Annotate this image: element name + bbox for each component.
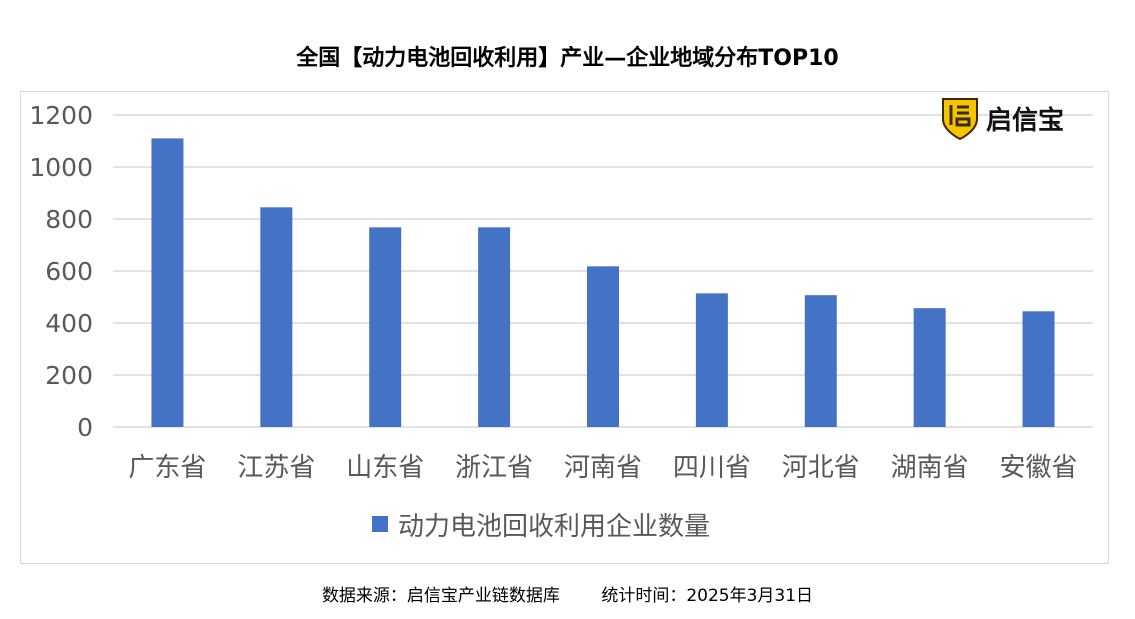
y-tick-label: 400 bbox=[45, 309, 93, 338]
y-tick-label: 200 bbox=[45, 361, 93, 390]
chart-title: 全国【动力电池回收利用】产业—企业地域分布TOP10 bbox=[296, 46, 839, 71]
bar bbox=[260, 207, 293, 427]
x-tick-label: 河北省 bbox=[782, 453, 860, 483]
stat-date: 统计时间：2025年3月31日 bbox=[601, 586, 814, 606]
bar bbox=[695, 293, 728, 427]
legend-label: 动力电池回收利用企业数量 bbox=[398, 512, 710, 542]
legend-swatch bbox=[372, 516, 388, 532]
y-tick-label: 1200 bbox=[29, 101, 93, 130]
x-tick-label: 山东省 bbox=[346, 453, 424, 483]
x-tick-label: 湖南省 bbox=[891, 453, 969, 483]
logo-text: 启信宝 bbox=[986, 105, 1065, 136]
bar bbox=[151, 138, 184, 427]
x-tick-label: 四川省 bbox=[673, 453, 751, 483]
bar bbox=[913, 308, 946, 427]
bar bbox=[369, 227, 402, 427]
bar bbox=[478, 227, 511, 427]
y-tick-label: 800 bbox=[45, 205, 93, 234]
x-tick-label: 浙江省 bbox=[455, 453, 533, 483]
shield-logo-icon bbox=[942, 98, 978, 141]
y-tick-label: 600 bbox=[45, 257, 93, 286]
chart-frame bbox=[20, 91, 1109, 564]
bar bbox=[1022, 311, 1055, 427]
data-source: 数据来源：启信宝产业链数据库 bbox=[321, 586, 560, 606]
y-tick-label: 1000 bbox=[29, 153, 93, 182]
x-tick-label: 河南省 bbox=[564, 453, 642, 483]
x-tick-label: 安徽省 bbox=[1000, 453, 1078, 483]
x-tick-label: 江苏省 bbox=[237, 453, 315, 483]
y-tick-label: 0 bbox=[77, 413, 93, 442]
bar bbox=[587, 266, 619, 427]
footer: 数据来源：启信宝产业链数据库 统计时间：2025年3月31日 bbox=[0, 581, 1135, 606]
x-tick-label: 广东省 bbox=[128, 453, 206, 483]
logo: 启信宝 bbox=[940, 95, 1064, 141]
bar bbox=[804, 295, 837, 427]
